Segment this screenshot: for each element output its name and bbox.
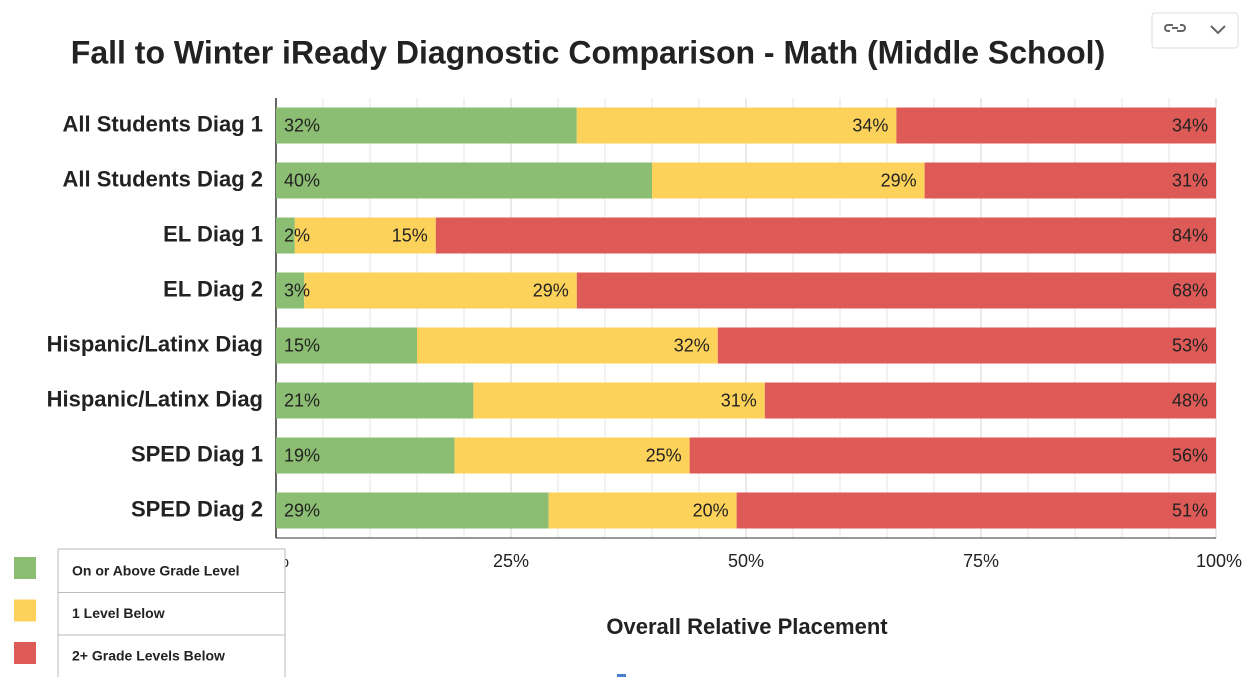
y-tick-label: EL Diag 1	[163, 221, 263, 246]
bars	[276, 107, 1216, 529]
y-tick-label: Hispanic/Latinx Diag	[47, 386, 263, 411]
bar-segment	[689, 437, 1216, 474]
bar-segment	[276, 107, 577, 144]
data-label: 25%	[646, 445, 682, 465]
data-label: 32%	[674, 335, 710, 355]
legend: On or Above Grade Level 1 Level Below 2+ G…	[14, 548, 286, 677]
bar-segment	[276, 382, 474, 419]
x-tick-label: 25%	[493, 551, 529, 571]
bar-segment	[473, 382, 765, 419]
y-tick-label: All Students Diag 2	[63, 166, 263, 191]
y-tick-label: Hispanic/Latinx Diag	[47, 331, 263, 356]
link-icon	[1164, 24, 1186, 32]
data-label: 84%	[1172, 225, 1208, 245]
legend-swatch	[14, 557, 36, 579]
data-label: 21%	[284, 390, 320, 410]
x-axis-title: Overall Relative Placement	[606, 614, 888, 639]
data-label: 29%	[284, 500, 320, 520]
bar-segment	[435, 217, 1216, 254]
bar-segment	[294, 217, 436, 254]
data-label: 53%	[1172, 335, 1208, 355]
data-label: 40%	[284, 170, 320, 190]
bar-segment	[276, 272, 305, 309]
data-label: 51%	[1172, 500, 1208, 520]
data-label: 56%	[1172, 445, 1208, 465]
data-label: 68%	[1172, 280, 1208, 300]
x-tick-label: 50%	[728, 551, 764, 571]
data-label: 20%	[693, 500, 729, 520]
bar-segment	[304, 272, 577, 309]
chevron-icon	[1210, 25, 1226, 35]
data-label: 31%	[1172, 170, 1208, 190]
legend-label: 2+ Grade Levels Below	[72, 648, 225, 664]
y-tick-label: SPED Diag 1	[131, 441, 263, 466]
legend-swatch	[14, 642, 36, 664]
bar-segment	[576, 272, 1216, 309]
bar-segment	[454, 437, 690, 474]
bar-segment	[736, 492, 1216, 529]
bar-segment	[417, 327, 718, 364]
data-label: 19%	[284, 445, 320, 465]
x-tick-label: 100%	[1196, 551, 1242, 571]
bar-segment	[896, 107, 1216, 144]
data-label: 32%	[284, 115, 320, 135]
data-label: 34%	[852, 115, 888, 135]
x-tick-label: 75%	[963, 551, 999, 571]
bar-segment	[276, 492, 549, 529]
legend-swatch	[14, 599, 36, 622]
bar-segment	[717, 327, 1216, 364]
bar-segment	[548, 492, 737, 529]
bar-segment	[764, 382, 1216, 419]
bar-segment	[276, 437, 455, 474]
data-label: 3%	[284, 280, 310, 300]
data-label: 34%	[1172, 115, 1208, 135]
data-label: 15%	[284, 335, 320, 355]
y-tick-label: SPED Diag 2	[131, 496, 263, 521]
data-label: 48%	[1172, 390, 1208, 410]
data-label: 31%	[721, 390, 757, 410]
bar-segment	[276, 162, 652, 199]
legend-label: 1 Level Below	[72, 605, 165, 621]
button-frame[interactable]	[1151, 12, 1239, 49]
legend-label: On or Above Grade Level	[72, 563, 240, 579]
data-label: 2%	[284, 225, 310, 245]
y-tick-label: All Students Diag 1	[63, 111, 263, 136]
bar-segment	[276, 327, 417, 364]
bar-segment	[924, 162, 1216, 199]
bar-segment	[652, 162, 925, 199]
bar-segment	[276, 217, 295, 254]
link-button[interactable]	[1151, 12, 1239, 49]
chart-title: Fall to Winter iReady Diagnostic Compari…	[71, 34, 1105, 70]
legend-frame	[57, 548, 286, 677]
data-label: 29%	[533, 280, 569, 300]
bar-segment	[576, 107, 897, 144]
y-tick-label: EL Diag 2	[163, 276, 263, 301]
scroll-marker	[617, 674, 626, 677]
data-label: 15%	[392, 225, 428, 245]
value-labels: 32% 34% 34% 40% 29% 31% 2% 15% 84% 3% 29% 68% 15% 32%…	[284, 115, 1208, 520]
data-label: 29%	[881, 170, 917, 190]
